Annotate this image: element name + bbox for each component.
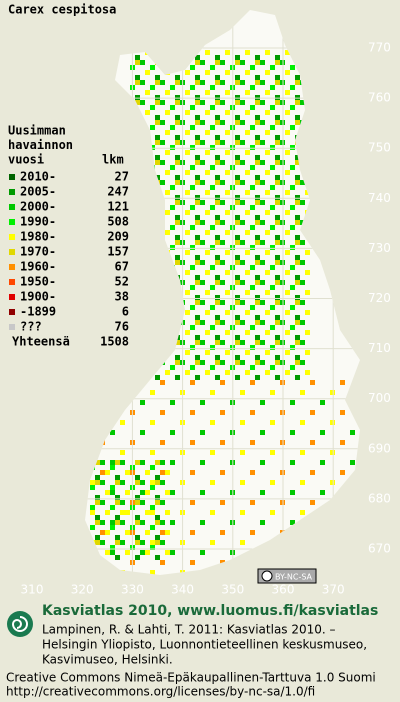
legend-heading: Uusimman (8, 124, 66, 138)
legend-label: 2000- (20, 200, 56, 214)
legend-total: 1508 (100, 335, 129, 349)
legend-swatch (9, 219, 15, 225)
citation-line: Helsingin Yliopisto, Luonnontieteellinen… (42, 638, 367, 652)
legend-swatch (9, 249, 15, 255)
legend-swatch (9, 324, 15, 330)
legend-label: 1950- (20, 275, 56, 289)
license-badge: BY-NC-SA (257, 568, 317, 584)
y-coord-label: 700 (368, 391, 391, 405)
legend-swatch (9, 294, 15, 300)
legend-label: 1990- (20, 215, 56, 229)
legend-count: 6 (122, 305, 129, 319)
x-coord-label: 340 (171, 583, 194, 597)
x-coord-label: 360 (272, 583, 295, 597)
legend-count: 27 (115, 170, 129, 184)
y-coord-label: 720 (368, 291, 391, 305)
y-coord-label: 690 (368, 441, 391, 455)
license-line: Creative Commons Nimeä-Epäkaupallinen-Ta… (6, 671, 376, 685)
citation-line: Kasvimuseo, Helsinki. (42, 653, 173, 667)
brand: Kasviatlas 2010, www.luomus.fi/kasviatla… (42, 603, 378, 619)
legend-heading: vuosi (8, 153, 44, 167)
legend-swatch (9, 189, 15, 195)
legend-count: 121 (107, 200, 129, 214)
x-coord-label: 330 (121, 583, 144, 597)
legend-count: 38 (115, 290, 129, 304)
y-coord-label: 770 (368, 41, 391, 55)
license-line: http://creativecommons.org/licenses/by-n… (6, 685, 315, 699)
y-coord-label: 740 (368, 191, 391, 205)
x-coord-label: 320 (71, 583, 94, 597)
legend-count: 508 (107, 215, 129, 229)
legend-label: 1970- (20, 245, 56, 259)
legend-label: 1960- (20, 260, 56, 274)
legend-count: 247 (107, 185, 129, 199)
legend-swatch (9, 204, 15, 210)
logo (7, 611, 33, 637)
x-coord-label: 310 (21, 583, 44, 597)
legend-label: 2010- (20, 170, 56, 184)
legend-label: -1899 (20, 305, 56, 319)
legend-swatch (9, 174, 15, 180)
legend-count: 157 (107, 245, 129, 259)
legend-count-heading: lkm (102, 153, 124, 167)
x-coord-label: 370 (322, 583, 345, 597)
y-coord-label: 680 (368, 491, 391, 505)
legend-count: 67 (115, 260, 129, 274)
y-coord-label: 670 (368, 542, 391, 556)
y-coord-label: 760 (368, 91, 391, 105)
legend-swatch (9, 309, 15, 315)
legend-label: 2005- (20, 185, 56, 199)
y-coord-label: 710 (368, 341, 391, 355)
legend-swatch (9, 279, 15, 285)
legend-label: 1980- (20, 230, 56, 244)
badge-text: BY-NC-SA (275, 573, 313, 582)
legend-heading: havainnon (8, 138, 73, 152)
y-coord-label: 750 (368, 141, 391, 155)
legend-total-label: Yhteensä (12, 335, 70, 349)
legend-count: 52 (115, 275, 129, 289)
legend-label: 1900- (20, 290, 56, 304)
title: Carex cespitosa (8, 3, 116, 17)
x-coord-label: 350 (221, 583, 244, 597)
legend-swatch (9, 264, 15, 270)
finland (85, 10, 360, 575)
legend-count: 76 (115, 320, 129, 334)
citation-line: Lampinen, R. & Lahti, T. 2011: Kasviatla… (42, 623, 336, 637)
legend-label: ??? (20, 320, 42, 334)
legend-count: 209 (107, 230, 129, 244)
legend-swatch (9, 234, 15, 240)
y-coord-label: 730 (368, 241, 391, 255)
